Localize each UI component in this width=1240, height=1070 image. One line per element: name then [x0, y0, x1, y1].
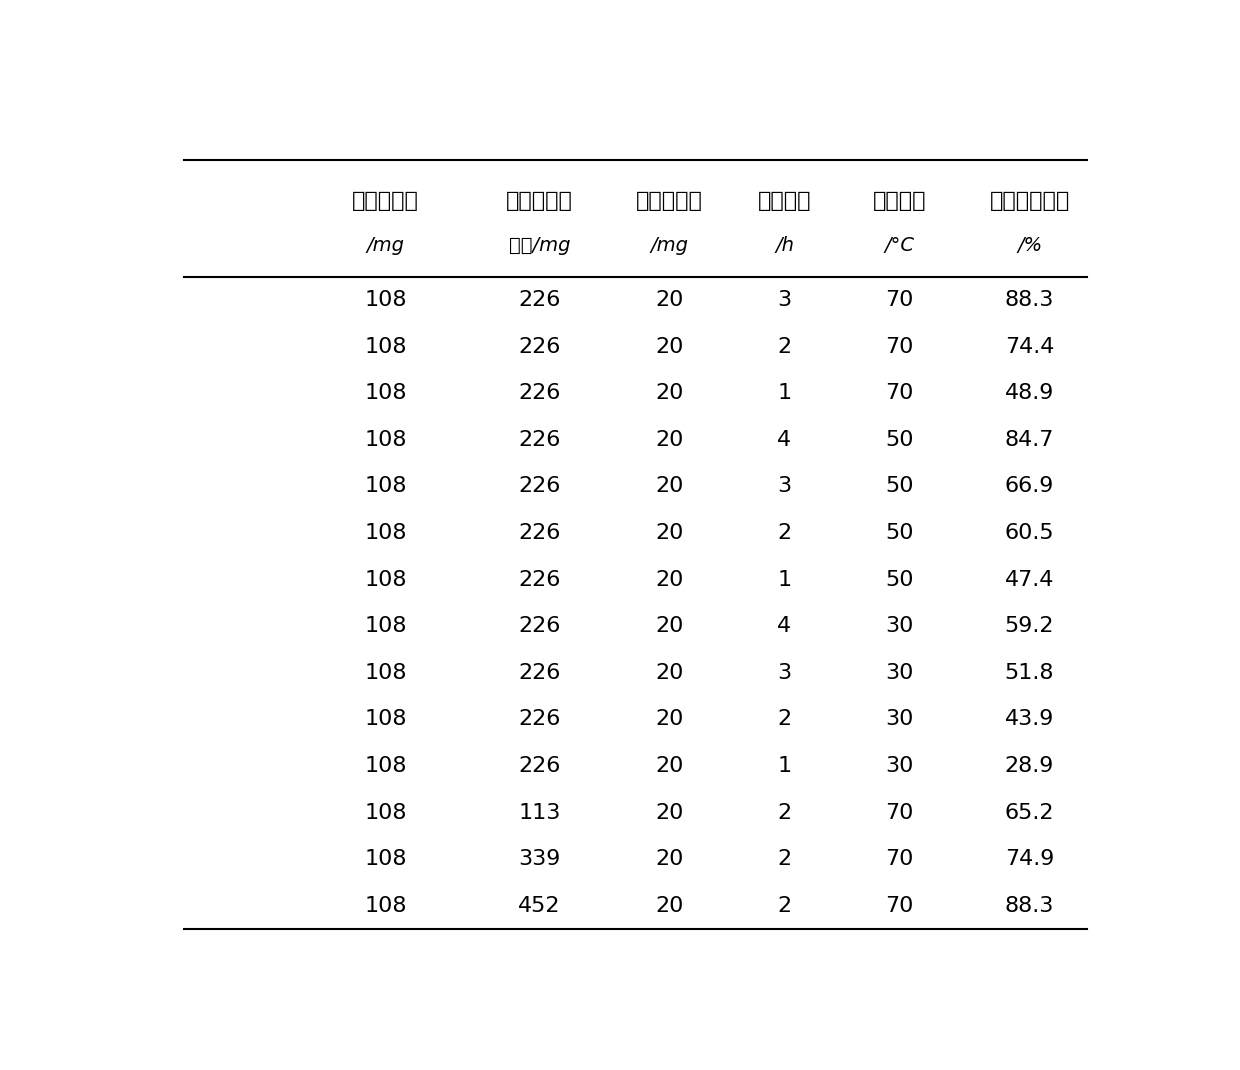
Text: 108: 108	[365, 850, 407, 869]
Text: /%: /%	[1017, 235, 1042, 255]
Text: 1: 1	[777, 756, 791, 776]
Text: /mg: /mg	[367, 235, 404, 255]
Text: 226: 226	[518, 756, 560, 776]
Text: 108: 108	[365, 569, 407, 590]
Text: 108: 108	[365, 383, 407, 403]
Text: 2: 2	[777, 337, 791, 356]
Text: 59.2: 59.2	[1004, 616, 1054, 637]
Text: 226: 226	[518, 709, 560, 730]
Text: 质量/mg: 质量/mg	[508, 235, 570, 255]
Text: 20: 20	[655, 896, 683, 916]
Text: 50: 50	[885, 569, 914, 590]
Text: 20: 20	[655, 850, 683, 869]
Text: 108: 108	[365, 756, 407, 776]
Text: 反应温度: 反应温度	[873, 190, 926, 211]
Text: 108: 108	[365, 337, 407, 356]
Text: 226: 226	[518, 616, 560, 637]
Text: 226: 226	[518, 430, 560, 449]
Text: 20: 20	[655, 616, 683, 637]
Text: 113: 113	[518, 802, 560, 823]
Text: 226: 226	[518, 476, 560, 496]
Text: 20: 20	[655, 802, 683, 823]
Text: 70: 70	[885, 896, 914, 916]
Text: 339: 339	[518, 850, 560, 869]
Text: 反应时间: 反应时间	[758, 190, 811, 211]
Text: /h: /h	[775, 235, 794, 255]
Text: 催化剂用量: 催化剂用量	[636, 190, 703, 211]
Text: 20: 20	[655, 290, 683, 310]
Text: 28.9: 28.9	[1004, 756, 1054, 776]
Text: 43.9: 43.9	[1004, 709, 1054, 730]
Text: 226: 226	[518, 337, 560, 356]
Text: 20: 20	[655, 523, 683, 544]
Text: 108: 108	[365, 802, 407, 823]
Text: 226: 226	[518, 383, 560, 403]
Text: 70: 70	[885, 802, 914, 823]
Text: 30: 30	[885, 756, 914, 776]
Text: 108: 108	[365, 476, 407, 496]
Text: 51.8: 51.8	[1004, 663, 1054, 683]
Text: 3: 3	[777, 290, 791, 310]
Text: 65.2: 65.2	[1004, 802, 1054, 823]
Text: 苯甲醛质量: 苯甲醛质量	[352, 190, 419, 211]
Text: /mg: /mg	[650, 235, 688, 255]
Text: 1: 1	[777, 383, 791, 403]
Text: 2: 2	[777, 709, 791, 730]
Text: 20: 20	[655, 383, 683, 403]
Text: 108: 108	[365, 290, 407, 310]
Text: 226: 226	[518, 290, 560, 310]
Text: 2: 2	[777, 896, 791, 916]
Text: 20: 20	[655, 337, 683, 356]
Text: 20: 20	[655, 430, 683, 449]
Text: 2: 2	[777, 802, 791, 823]
Text: 20: 20	[655, 756, 683, 776]
Text: 108: 108	[365, 663, 407, 683]
Text: 226: 226	[518, 523, 560, 544]
Text: 108: 108	[365, 709, 407, 730]
Text: 70: 70	[885, 383, 914, 403]
Text: 452: 452	[518, 896, 560, 916]
Text: 30: 30	[885, 663, 914, 683]
Text: 226: 226	[518, 663, 560, 683]
Text: 108: 108	[365, 430, 407, 449]
Text: 20: 20	[655, 663, 683, 683]
Text: 70: 70	[885, 290, 914, 310]
Text: 30: 30	[885, 709, 914, 730]
Text: 88.3: 88.3	[1004, 896, 1054, 916]
Text: 48.9: 48.9	[1004, 383, 1054, 403]
Text: 20: 20	[655, 709, 683, 730]
Text: 4: 4	[777, 616, 791, 637]
Text: 60.5: 60.5	[1004, 523, 1054, 544]
Text: 1: 1	[777, 569, 791, 590]
Text: 70: 70	[885, 337, 914, 356]
Text: 74.4: 74.4	[1004, 337, 1054, 356]
Text: 108: 108	[365, 616, 407, 637]
Text: 3: 3	[777, 663, 791, 683]
Text: 50: 50	[885, 430, 914, 449]
Text: 108: 108	[365, 523, 407, 544]
Text: 70: 70	[885, 850, 914, 869]
Text: 226: 226	[518, 569, 560, 590]
Text: 3: 3	[777, 476, 791, 496]
Text: 4: 4	[777, 430, 791, 449]
Text: 108: 108	[365, 896, 407, 916]
Text: 50: 50	[885, 476, 914, 496]
Text: /°C: /°C	[885, 235, 915, 255]
Text: 30: 30	[885, 616, 914, 637]
Text: 74.9: 74.9	[1004, 850, 1054, 869]
Text: 苯甲醛转化率: 苯甲醛转化率	[990, 190, 1070, 211]
Text: 66.9: 66.9	[1004, 476, 1054, 496]
Text: 2: 2	[777, 850, 791, 869]
Text: 50: 50	[885, 523, 914, 544]
Text: 20: 20	[655, 569, 683, 590]
Text: 氰乙酸乙酯: 氰乙酸乙酯	[506, 190, 573, 211]
Text: 88.3: 88.3	[1004, 290, 1054, 310]
Text: 84.7: 84.7	[1004, 430, 1054, 449]
Text: 47.4: 47.4	[1004, 569, 1054, 590]
Text: 2: 2	[777, 523, 791, 544]
Text: 20: 20	[655, 476, 683, 496]
